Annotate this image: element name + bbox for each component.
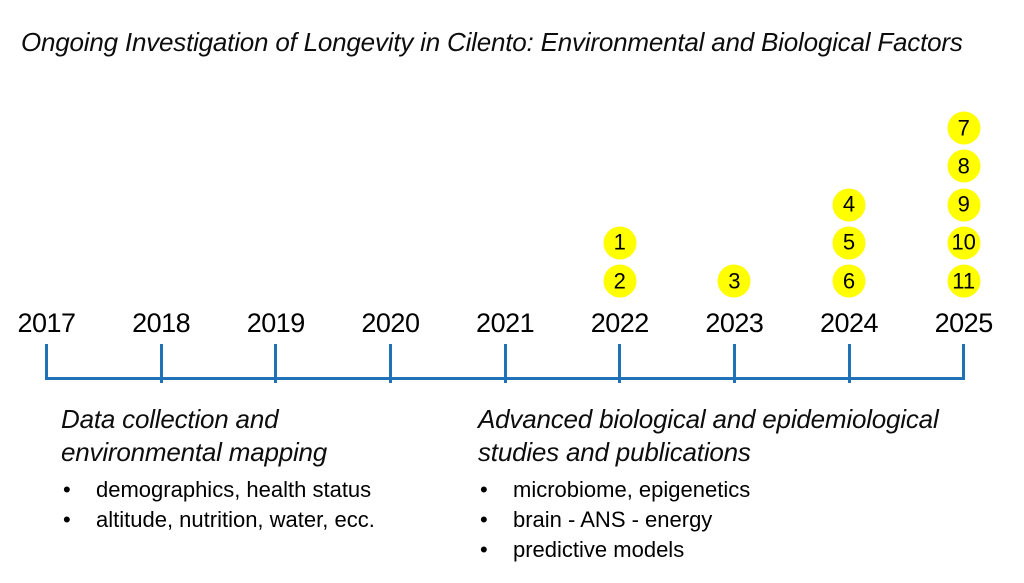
phase-bullet-list: microbiome, epigeneticsbrain - ANS - ene… [478, 475, 990, 565]
phase-heading-line: Advanced biological and epidemiological [478, 404, 939, 434]
milestone-marker-10: 10 [947, 226, 981, 260]
milestone-marker-7: 7 [947, 111, 981, 145]
phase-bullet: demographics, health status [61, 475, 401, 505]
phase-data-collection: Data collection and environmental mapping… [61, 403, 401, 535]
phase-heading-line: studies and publications [478, 437, 751, 467]
timeline-tick-2024 [847, 344, 851, 383]
milestone-marker-6: 6 [832, 264, 866, 298]
phase-bullet-list: demographics, health statusaltitude, nut… [61, 475, 401, 535]
phase-heading: Data collection and environmental mapping [61, 403, 401, 469]
phase-heading-line: environmental mapping [61, 437, 328, 467]
phase-bullet: microbiome, epigenetics [478, 475, 990, 505]
milestone-marker-11: 11 [947, 264, 981, 298]
timeline-tick-2021 [503, 344, 507, 383]
year-label-2021: 2021 [476, 308, 535, 338]
milestone-marker-8: 8 [947, 149, 981, 183]
year-label-2025: 2025 [934, 308, 994, 338]
phase-bullet: predictive models [478, 535, 990, 565]
milestone-marker-9: 9 [947, 188, 981, 222]
timeline-tick-2019 [274, 344, 278, 383]
milestone-marker-5: 5 [832, 226, 866, 260]
phase-bullet: altitude, nutrition, water, ecc. [61, 505, 401, 535]
timeline-tick-2022 [618, 344, 622, 383]
year-label-2023: 2023 [705, 308, 764, 338]
milestone-marker-2: 2 [603, 264, 637, 298]
timeline-tick-2023 [732, 344, 736, 383]
year-label-2020: 2020 [361, 308, 420, 338]
slide-title: Ongoing Investigation of Longevity in Ci… [21, 27, 963, 57]
phase-heading-line: Data collection and [61, 404, 279, 434]
timeline-tick-2018 [159, 344, 163, 383]
phase-advanced-studies: Advanced biological and epidemiological s… [478, 403, 990, 565]
year-label-2019: 2019 [246, 308, 306, 338]
year-label-2017: 2017 [17, 308, 76, 338]
timeline-tick-2025 [962, 344, 966, 380]
year-label-2018: 2018 [132, 308, 191, 338]
phase-heading: Advanced biological and epidemiological s… [478, 403, 990, 469]
milestone-marker-1: 1 [603, 226, 637, 260]
year-label-2022: 2022 [590, 308, 650, 338]
milestone-marker-4: 4 [832, 188, 866, 222]
milestone-marker-3: 3 [717, 264, 751, 298]
phase-bullet: brain - ANS - energy [478, 505, 990, 535]
year-label-2024: 2024 [820, 308, 879, 338]
timeline-tick-2020 [388, 344, 392, 383]
timeline-tick-2017 [45, 344, 48, 380]
